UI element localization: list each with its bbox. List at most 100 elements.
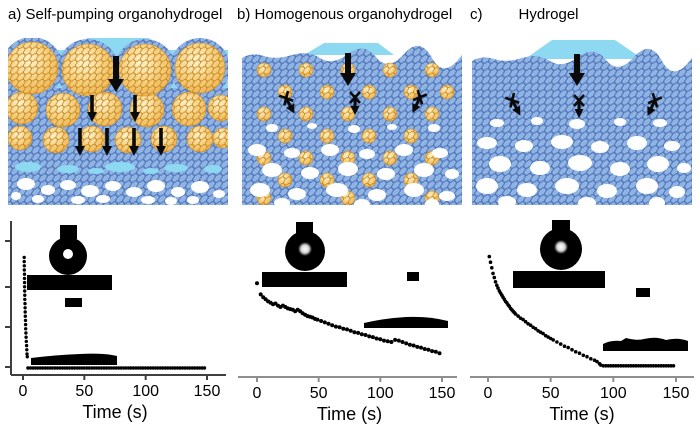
spread-droplet-photo (603, 337, 688, 351)
data-point (65, 366, 69, 370)
data-point (585, 354, 589, 359)
data-point (516, 314, 520, 318)
data-point (551, 338, 555, 342)
data-point (200, 366, 204, 370)
pore (147, 180, 165, 192)
data-point (382, 338, 386, 343)
absorption-chart-b: 0 50 100 150 Time (s) (233, 215, 466, 433)
pore (569, 119, 585, 129)
needle-droplet-photo (27, 225, 112, 290)
organogel-domain (361, 172, 377, 188)
x-tick-label: 100 (132, 383, 159, 400)
down-arrow-icon (108, 56, 124, 92)
data-point (153, 366, 158, 370)
data-point (117, 366, 121, 370)
pore (476, 178, 498, 194)
data-point (595, 359, 599, 364)
data-point (161, 366, 165, 370)
substrate-bar (262, 272, 347, 287)
pore (96, 195, 110, 203)
pore (81, 185, 99, 197)
data-point (23, 301, 27, 306)
data-point (24, 327, 28, 331)
water-pocket (15, 162, 41, 172)
organogel-domain (8, 91, 39, 125)
organogel-domain (171, 91, 207, 127)
axes (470, 376, 694, 382)
data-point (129, 366, 133, 370)
down-arrow-icon (130, 95, 140, 122)
inset-photos (513, 220, 688, 351)
pore (636, 178, 658, 194)
data-point (337, 325, 342, 330)
data-point (87, 366, 91, 370)
down-arrow-icon (102, 128, 112, 156)
organogel-domain (256, 106, 272, 122)
blocked-arrow-icon (573, 94, 585, 118)
pore (274, 198, 290, 205)
data-point (577, 351, 582, 355)
organogel-domain (212, 127, 228, 149)
data-point (566, 345, 570, 350)
data-point (581, 353, 586, 358)
data-point (163, 366, 167, 370)
data-point (45, 366, 50, 370)
pore (477, 137, 497, 149)
data-point (437, 351, 442, 356)
data-point (166, 366, 170, 370)
organogel-domain (118, 43, 172, 97)
data-point (99, 366, 104, 370)
x-tick-label: 100 (600, 385, 627, 402)
pore (368, 189, 386, 201)
data-point (22, 272, 27, 276)
data-point (193, 366, 197, 370)
data-point (555, 340, 559, 344)
chart-c-plot: 0 50 100 150 Time (s) (470, 220, 694, 424)
pore (490, 119, 504, 127)
data-point (422, 347, 427, 351)
data-point (614, 364, 618, 368)
data-point (411, 343, 416, 348)
pore (141, 196, 155, 204)
x-tick-label: 0 (484, 385, 493, 402)
organogel-domain (129, 92, 165, 128)
pore (649, 197, 665, 205)
x-axis-label: Time (s) (317, 404, 382, 424)
data-point (533, 326, 538, 331)
data-point (367, 334, 372, 339)
spread-droplet-photo (31, 353, 117, 365)
data-point (72, 366, 77, 370)
x-tick-label: 50 (75, 383, 93, 400)
pores (11, 178, 225, 205)
x-tick-label: 0 (19, 383, 28, 400)
pores (248, 123, 459, 205)
data-point (345, 327, 349, 332)
organogel-domain (45, 92, 81, 128)
data-point (67, 366, 72, 370)
organogel-domain (298, 106, 314, 122)
pore (266, 124, 278, 132)
pore (354, 199, 370, 205)
pore (11, 192, 21, 200)
data-point (23, 289, 27, 293)
down-arrow-icon (75, 128, 85, 156)
data-point (97, 366, 101, 370)
data-point (109, 366, 114, 370)
data-point (146, 366, 150, 370)
data-point (646, 364, 651, 368)
x-tick-labels: 0 50 100 150 (253, 385, 456, 402)
blocked-arrow-icon (349, 91, 361, 115)
data-point (407, 342, 412, 347)
panel-c-schematic (472, 38, 692, 205)
data-point (22, 285, 27, 289)
data-point (616, 364, 621, 368)
data-point (94, 366, 99, 370)
data-point (487, 254, 492, 259)
pore (517, 183, 537, 197)
data-point (23, 293, 27, 297)
needle-icon (60, 225, 77, 239)
data-point (606, 364, 611, 368)
data-point (619, 364, 623, 368)
data-point (23, 318, 28, 323)
